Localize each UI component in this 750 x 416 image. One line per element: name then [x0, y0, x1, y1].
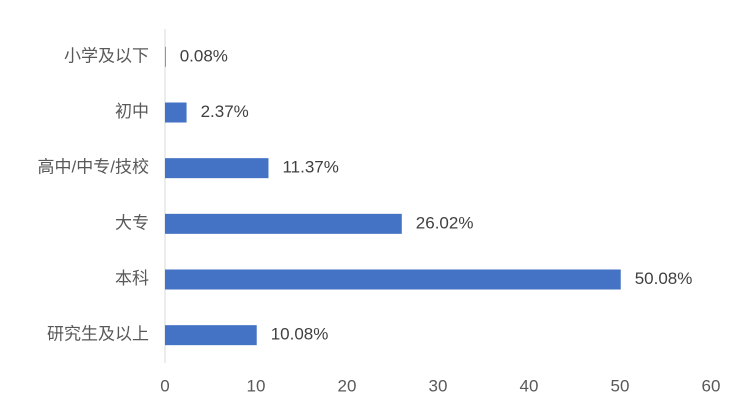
x-tick-label: 60 — [702, 376, 721, 395]
value-label: 10.08% — [271, 325, 329, 344]
x-tick-label: 40 — [520, 376, 539, 395]
value-label: 11.37% — [282, 158, 338, 177]
y-tick-label: 研究生及以上 — [47, 325, 149, 344]
x-tick-label: 20 — [338, 376, 357, 395]
y-tick-label: 初中 — [115, 102, 149, 121]
bar — [165, 213, 402, 234]
bar — [165, 269, 621, 290]
value-label: 2.37% — [201, 102, 249, 121]
y-tick-label: 高中/中专/技校 — [38, 158, 149, 177]
x-tick-label: 50 — [611, 376, 630, 395]
y-tick-label: 小学及以下 — [64, 46, 149, 65]
bar — [165, 102, 187, 123]
bar — [165, 158, 269, 179]
x-tick-label: 10 — [247, 376, 266, 395]
value-label: 26.02% — [416, 213, 474, 232]
bar — [165, 46, 166, 67]
bar — [165, 325, 257, 346]
x-tick-label: 30 — [429, 376, 448, 395]
value-label: 0.08% — [180, 46, 228, 65]
x-tick-label: 0 — [160, 376, 169, 395]
y-tick-label: 大专 — [115, 213, 149, 232]
y-tick-label: 本科 — [115, 269, 149, 288]
value-label: 50.08% — [635, 269, 693, 288]
